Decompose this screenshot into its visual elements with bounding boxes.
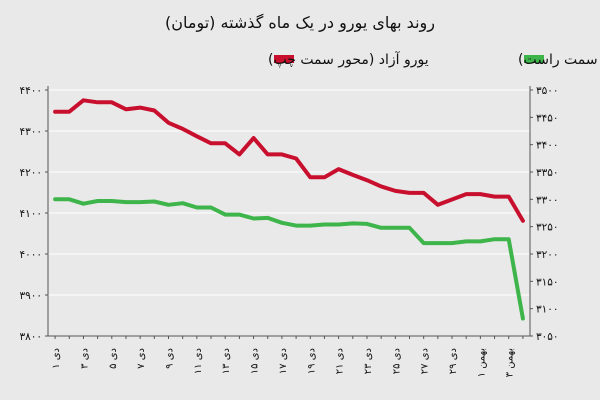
x-axis-ticks: ۱ دی ۳ دی ۵ دی ۷ دی ۹ دی ۱۱ دی ۱۳ دی ۱۵ دی ۱۷ دی… [51,336,524,377]
x-tick-label: ۹ دی [165,348,176,369]
legend-label-free: یورو آزاد (محور سمت چپ) [268,51,429,68]
x-tick-label: ۲۷ دی [420,348,431,374]
x-tick-label: ۳ بهمن [505,348,516,377]
x-tick-label: ۱ دی [51,348,62,369]
right-tick-label: ۳۵۰۰ [536,85,559,97]
series-line-exchange [53,197,525,321]
axes [47,86,531,337]
x-tick-label: ۳ دی [79,348,90,369]
left-tick-label: ۴۲۰۰ [19,167,42,179]
series-line-free [53,98,525,223]
series-lines [53,98,525,321]
x-tick-label: ۱۳ دی [221,348,232,374]
right-tick-label: ۳۱۵۰ [536,276,559,288]
right-tick-label: ۳۲۰۰ [536,249,559,261]
x-tick-label: ۲۹ دی [448,348,459,374]
left-tick-label: ۳۸۰۰ [19,331,42,343]
right-axis-ticks: ۳۰۵۰ ۳۱۰۰ ۳۱۵۰ ۳۲۰۰ ۳۲۵۰ ۳۳۰۰ ۳۳۵۰ ۳۴۰۰ ۳۴۵۰ ۳۵۰۰ [530,85,559,343]
x-tick-label: ۱۱ دی [193,348,204,374]
right-tick-label: ۳۲۵۰ [536,222,559,234]
gridlines [48,89,530,337]
legend-swatch-free [274,55,294,63]
left-tick-label: ۴۰۰۰ [19,249,42,261]
legend-label-exchange: یورو مبادله‌ای (محور سمت راست) [518,52,600,68]
x-tick-label: ۷ دی [136,348,147,369]
left-tick-label: ۴۱۰۰ [19,208,42,220]
right-tick-label: ۳۳۰۰ [536,194,559,206]
left-tick-label: ۴۳۰۰ [19,126,42,138]
chart-title: روند بهای یورو در یک ماه گذشته (تومان) [165,13,435,33]
x-tick-label: ۱۵ دی [250,348,261,374]
left-axis-ticks: ۳۸۰۰ ۳۹۰۰ ۴۰۰۰ ۴۱۰۰ ۴۲۰۰ ۴۳۰۰ ۴۴۰۰ [19,85,48,343]
right-tick-label: ۳۱۰۰ [536,304,559,316]
right-tick-label: ۳۰۵۰ [536,331,559,343]
right-tick-label: ۳۴۵۰ [536,112,559,124]
right-tick-label: ۳۴۰۰ [536,140,559,152]
x-tick-label: ۵ دی [108,348,119,369]
x-tick-label: ۲۳ دی [363,348,374,374]
x-tick-label: ۱۹ دی [306,348,317,374]
x-tick-label: ۲۱ دی [335,348,346,374]
left-tick-label: ۳۹۰۰ [19,290,42,302]
x-tick-label: ۱۷ دی [278,348,289,374]
legend-swatch-exchange [524,55,544,63]
left-tick-label: ۴۴۰۰ [19,85,42,97]
x-tick-label: ۱ بهمن [476,348,487,377]
right-tick-label: ۳۳۵۰ [536,167,559,179]
x-tick-label: ۲۵ دی [391,348,402,374]
